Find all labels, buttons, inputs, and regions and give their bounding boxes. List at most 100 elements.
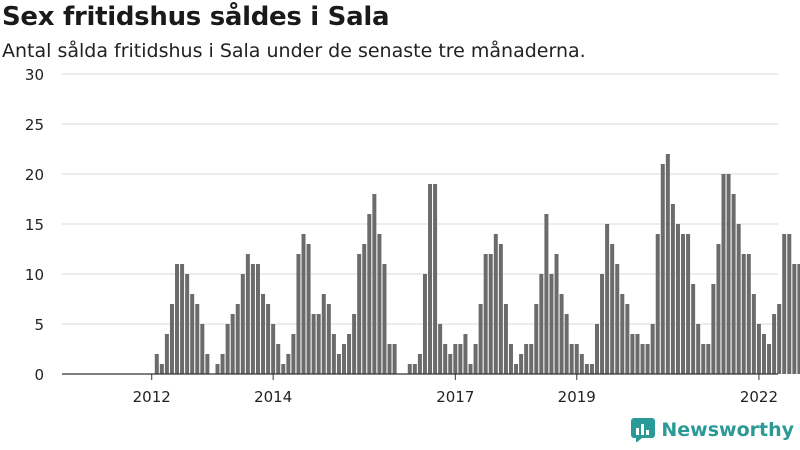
brand-logo[interactable]: Newsworthy [631,418,794,442]
bar [250,264,255,374]
bar [761,334,766,374]
bar [473,344,478,374]
bar [615,264,620,374]
x-tick-label: 2012 [133,388,171,406]
bar [367,214,372,374]
bar [169,304,174,374]
bar [372,194,377,374]
bar [271,324,276,374]
bar [670,204,675,374]
x-tick-label: 2017 [436,388,474,406]
bar [352,314,357,374]
bar [195,304,200,374]
bar [605,224,610,374]
bar [756,324,761,374]
bar [549,274,554,374]
bar [544,214,549,374]
y-tick-label: 30 [25,66,44,84]
bar [625,304,630,374]
y-tick-label: 15 [25,216,44,234]
bar [519,354,524,374]
bar [741,254,746,374]
chart-subtitle: Antal sålda fritidshus i Sala under de s… [2,40,586,62]
bar [321,294,326,374]
bar [564,314,569,374]
bar [336,354,341,374]
bar [797,264,800,374]
bar [696,324,701,374]
bar [746,254,751,374]
bar [559,294,564,374]
bar [503,304,508,374]
chart-title: Sex fritidshus såldes i Sala [2,2,390,32]
bar [777,304,782,374]
bar [630,334,635,374]
newsworthy-logo-icon [631,418,656,442]
bar [433,184,438,374]
bar [255,264,260,374]
bar [326,304,331,374]
bar [159,364,164,374]
bar [488,254,493,374]
bar [665,154,670,374]
bar [514,364,519,374]
bar [422,274,427,374]
bar [331,334,336,374]
bar [387,344,392,374]
bar [185,274,190,374]
bar [751,294,756,374]
bar [230,314,235,374]
bar [200,324,205,374]
bar [645,344,650,374]
bar [691,284,696,374]
bar [377,234,382,374]
x-tick-label: 2022 [740,388,778,406]
bar [382,264,387,374]
bar [468,364,473,374]
y-tick-label: 25 [25,116,44,134]
bar [483,254,488,374]
bar [407,364,412,374]
bar [478,304,483,374]
bar [508,344,513,374]
bar [225,324,230,374]
bar [306,244,311,374]
bar [417,354,422,374]
bar [767,344,772,374]
bar [595,324,599,374]
bar [175,264,180,374]
bar [245,254,250,374]
bar [428,184,433,374]
bar [610,244,615,374]
bar [554,254,559,374]
bar [686,234,691,374]
bar [392,344,397,374]
bar [529,344,534,374]
bar [438,324,443,374]
x-tick-label: 2014 [254,388,292,406]
bar [301,234,306,374]
bar [215,364,220,374]
bar [261,294,266,374]
bar [412,364,417,374]
bar [362,244,367,374]
bar [706,344,711,374]
bar [154,354,159,374]
bar [316,314,321,374]
bar [235,304,240,374]
y-tick-label: 5 [34,316,44,334]
bar [569,344,574,374]
bar [266,304,271,374]
bar [524,344,529,374]
bar [357,254,362,374]
bar [347,334,352,374]
bar [493,234,498,374]
bar [190,294,195,374]
bar [574,344,579,374]
bar [620,294,625,374]
bar [291,334,296,374]
bar [701,344,706,374]
bar [600,274,605,374]
bar [635,334,640,374]
